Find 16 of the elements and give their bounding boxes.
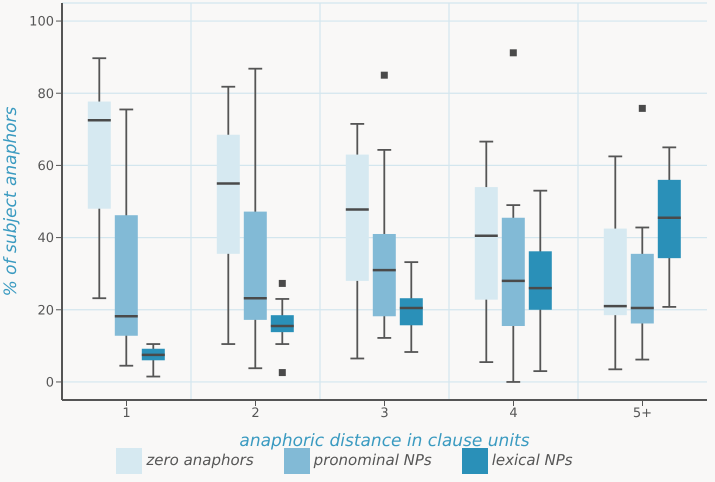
y-tick-label: 100 [29,14,54,30]
x-tick-label: 2 [251,406,260,422]
y-tick-label: 20 [37,303,54,318]
x-axis-title: anaphoric distance in clause units [239,431,530,451]
x-tick-label: 5+ [632,406,652,422]
y-tick-label: 0 [46,376,54,391]
x-tick-label: 3 [380,406,389,422]
x-tick-label: 4 [509,406,518,422]
x-tick-label: 1 [122,406,131,422]
legend-label: pronominal NPs [314,451,432,470]
legend-label: lexical NPs [492,451,573,470]
legend-label: zero anaphors [146,451,254,470]
y-tick-label: 40 [37,231,54,246]
y-tick-label: 60 [37,159,54,174]
y-tick-label: 80 [37,86,54,102]
y-axis-title: % of subject anaphors [1,106,22,296]
